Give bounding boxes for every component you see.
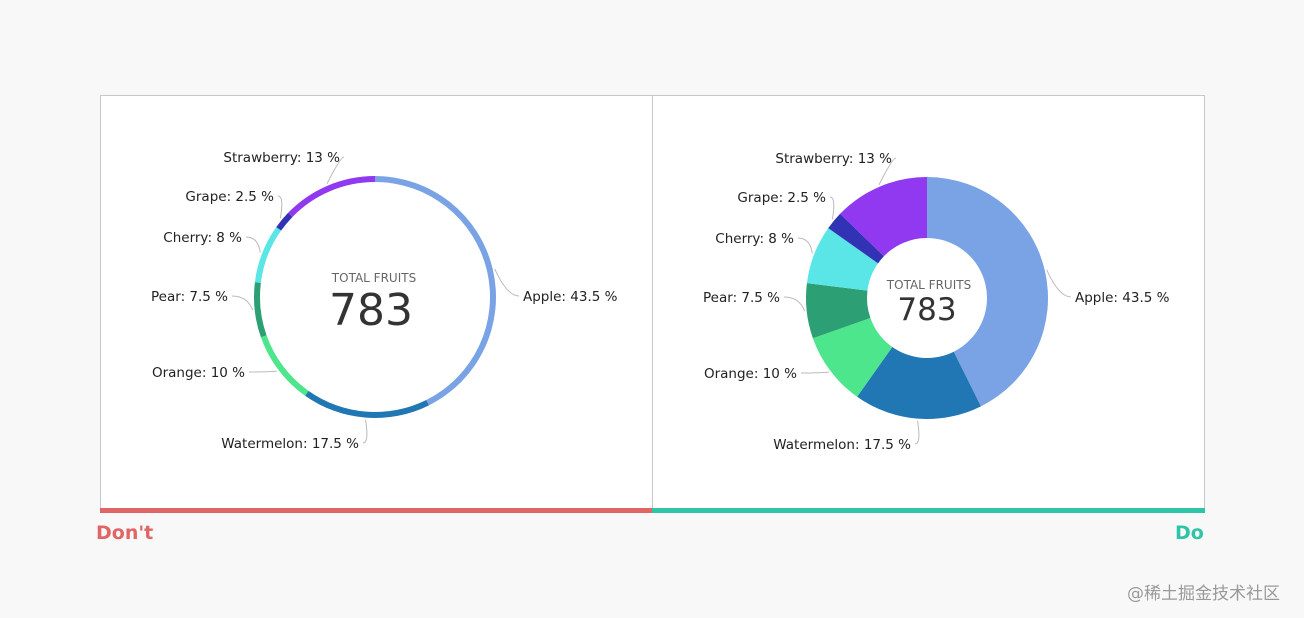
slice-label-orange: Orange: 10 % [152,365,245,381]
watermark: @稀土掘金技术社区 [1127,584,1280,604]
slice-label-pear: Pear: 7.5 % [703,290,780,306]
ring-chart-dont: Apple: 43.5 % Watermelon: 17.5 % Orange: 1… [151,150,618,452]
slice-label-cherry: Cherry: 8 % [163,230,242,246]
slice-grape[interactable] [828,213,884,264]
do-bar [652,508,1205,513]
panel-do [652,95,1205,512]
slice-label-strawberry: Strawberry: 13 % [223,150,340,166]
slice-label-strawberry: Strawberry: 13 % [775,151,892,167]
slice-grape[interactable] [276,212,293,231]
do-label: Do [1175,522,1204,544]
slice-label-pear: Pear: 7.5 % [151,289,228,305]
slice-cherry[interactable] [254,227,282,283]
leader-line [277,195,283,219]
slice-pear[interactable] [254,282,267,338]
leader-line [248,370,277,373]
center-title-do: TOTAL FRUITS [886,278,971,292]
slice-label-watermelon: Watermelon: 17.5 % [221,436,359,452]
leader-line [1046,269,1072,298]
slice-label-cherry: Cherry: 8 % [715,231,794,247]
leader-line [245,236,261,253]
leader-line [326,156,345,184]
slice-watermelon[interactable] [857,346,981,419]
slice-label-grape: Grape: 2.5 % [185,189,274,205]
dont-bar [100,508,652,513]
panel-dont [100,95,653,512]
slice-label-orange: Orange: 10 % [704,366,797,382]
slice-pear[interactable] [805,283,871,339]
leader-line [231,295,254,311]
leader-line [362,419,368,444]
donut-chart-do: Apple: 43.5 % Watermelon: 17.5 % Orange: 1… [703,151,1170,453]
leader-line [914,420,920,445]
center-value-do: 783 [897,292,956,328]
slice-label-apple: Apple: 43.5 % [1075,290,1170,306]
slice-orange[interactable] [260,335,309,396]
slice-apple[interactable] [927,177,1048,407]
leader-line [494,268,520,297]
slice-watermelon[interactable] [305,390,429,418]
slice-label-watermelon: Watermelon: 17.5 % [773,437,911,453]
dont-label: Don't [96,522,154,544]
leader-line [783,296,806,312]
slice-label-grape: Grape: 2.5 % [737,190,826,206]
slice-strawberry[interactable] [288,176,375,217]
leader-line [878,157,897,185]
leader-line [829,196,835,220]
slice-label-apple: Apple: 43.5 % [523,289,618,305]
leader-line [797,237,813,254]
slice-orange[interactable] [812,317,893,397]
leader-line [800,371,829,374]
slice-strawberry[interactable] [840,177,927,257]
center-value-dont: 783 [329,285,413,336]
slice-cherry[interactable] [806,228,879,291]
center-title-dont: TOTAL FRUITS [331,271,416,285]
